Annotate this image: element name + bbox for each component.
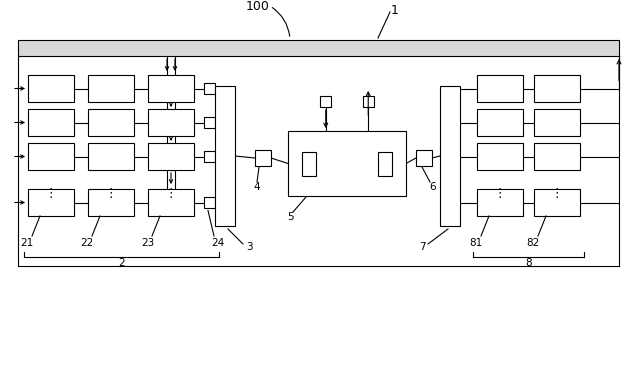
Text: ⋮: ⋮ bbox=[165, 187, 177, 199]
Text: 24: 24 bbox=[211, 238, 225, 248]
Bar bbox=[320, 96, 331, 107]
Text: 81: 81 bbox=[469, 238, 483, 248]
Bar bbox=[204, 83, 215, 94]
Bar bbox=[215, 86, 235, 226]
Bar bbox=[534, 75, 580, 102]
Text: ⋮: ⋮ bbox=[104, 187, 117, 199]
Text: ⋮: ⋮ bbox=[494, 187, 506, 199]
Text: ⋮: ⋮ bbox=[45, 187, 57, 199]
Bar bbox=[288, 131, 406, 196]
Bar bbox=[204, 117, 215, 128]
Text: 5: 5 bbox=[287, 212, 293, 222]
Bar bbox=[28, 109, 74, 136]
Bar bbox=[28, 75, 74, 102]
Text: 7: 7 bbox=[419, 242, 426, 252]
Bar bbox=[534, 189, 580, 216]
Bar bbox=[534, 143, 580, 170]
Bar bbox=[477, 143, 523, 170]
Bar bbox=[302, 151, 316, 175]
Bar bbox=[416, 150, 432, 166]
Text: 3: 3 bbox=[246, 242, 252, 252]
Text: 2: 2 bbox=[118, 258, 125, 268]
Text: ⋮: ⋮ bbox=[551, 187, 563, 199]
Text: 100: 100 bbox=[246, 0, 270, 13]
Text: 22: 22 bbox=[80, 238, 94, 248]
Text: 4: 4 bbox=[254, 182, 261, 192]
Bar bbox=[28, 143, 74, 170]
Bar bbox=[534, 109, 580, 136]
Bar bbox=[477, 189, 523, 216]
Bar bbox=[18, 40, 619, 56]
Bar bbox=[204, 151, 215, 162]
Bar bbox=[204, 197, 215, 208]
Bar bbox=[88, 189, 134, 216]
Bar bbox=[88, 143, 134, 170]
Bar bbox=[88, 109, 134, 136]
Bar bbox=[477, 75, 523, 102]
Bar bbox=[148, 189, 194, 216]
Text: 23: 23 bbox=[141, 238, 155, 248]
Bar bbox=[477, 109, 523, 136]
Bar bbox=[148, 109, 194, 136]
Bar bbox=[148, 75, 194, 102]
Bar bbox=[88, 75, 134, 102]
Text: 6: 6 bbox=[430, 182, 436, 192]
Text: 82: 82 bbox=[526, 238, 540, 248]
Text: 1: 1 bbox=[391, 4, 399, 17]
Text: 21: 21 bbox=[20, 238, 34, 248]
Bar bbox=[255, 150, 271, 166]
Bar bbox=[362, 96, 374, 107]
Bar bbox=[148, 143, 194, 170]
Bar bbox=[28, 189, 74, 216]
Bar bbox=[378, 151, 392, 175]
Bar bbox=[440, 86, 460, 226]
Text: 8: 8 bbox=[525, 258, 532, 268]
